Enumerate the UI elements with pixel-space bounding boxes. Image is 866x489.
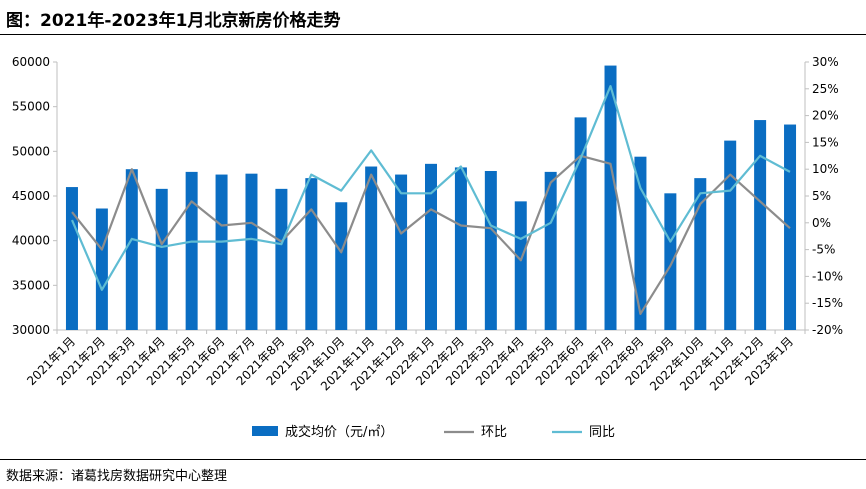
left-axis-tick-label: 50000 [12, 144, 50, 158]
bar-3 [125, 169, 138, 330]
right-axis-tick-label: 20% [812, 109, 839, 123]
bar-24 [754, 120, 767, 330]
data-source-note: 数据来源：诸葛找房数据研究中心整理 [6, 469, 228, 484]
bar-11 [365, 166, 378, 330]
right-axis-tick-label: -10% [812, 269, 843, 283]
bar-series-avg-price [65, 65, 797, 331]
bar-4 [155, 188, 168, 330]
bar-18 [574, 117, 587, 331]
bar-12 [395, 174, 408, 330]
bar-7 [245, 173, 258, 330]
left-axis-tick-label: 55000 [12, 100, 50, 114]
bar-8 [275, 188, 288, 330]
right-axis-tick-label: 30% [812, 55, 839, 69]
right-axis-tick-label: -20% [812, 323, 843, 337]
bar-16 [514, 201, 527, 330]
right-axis-tick-label: -5% [812, 243, 835, 257]
bar-21 [664, 193, 677, 330]
bar-13 [425, 163, 437, 330]
yoy-line [70, 84, 791, 291]
x-axis-labels: 2021年1月2021年2月2021年3月2021年4月2021年5月2021年… [24, 334, 796, 393]
source-divider [0, 459, 866, 460]
right-axis-tick-label: 0% [812, 216, 831, 230]
bar-23 [724, 140, 737, 330]
legend-label-avg-price: 成交均价（元/㎡） [285, 424, 393, 440]
left-axis-tick-label: 30000 [12, 323, 50, 337]
right-axis-tick-label: -15% [812, 296, 843, 310]
left-axis-tick-label: 40000 [12, 234, 50, 248]
bar-9 [305, 178, 318, 330]
bar-5 [185, 171, 198, 330]
price-trend-chart: 30000 35000 40000 45000 50000 55000 60000 -20% -… [12, 55, 843, 440]
chart-axes: 30000 35000 40000 45000 50000 55000 60000 -20% -… [12, 55, 843, 337]
bar-20 [634, 156, 647, 330]
right-axis-tick-label: 15% [812, 135, 839, 149]
left-axis-tick-label: 60000 [12, 55, 50, 69]
page-title: 图：2021年-2023年1月北京新房价格走势 [6, 11, 341, 31]
chart-legend: 成交均价（元/㎡） 环比 同比 [252, 424, 615, 440]
legend-label-yoy: 同比 [589, 425, 615, 440]
legend-swatch-avg-price [252, 426, 278, 436]
bar-15 [484, 170, 497, 330]
line-series-mom [71, 154, 791, 315]
bar-17 [544, 171, 557, 330]
bar-1 [65, 187, 78, 330]
left-axis-tick-label: 45000 [12, 189, 50, 203]
title-divider [0, 34, 866, 35]
bar-22 [694, 178, 707, 330]
bar-6 [215, 174, 228, 330]
bar-10 [335, 202, 348, 330]
right-axis-tick-label: 25% [812, 82, 839, 96]
left-axis-tick-label: 35000 [12, 278, 50, 292]
bar-2 [95, 208, 108, 330]
right-axis-tick-label: 5% [812, 189, 831, 203]
legend-label-mom: 环比 [481, 425, 507, 440]
line-series-yoy [70, 84, 791, 291]
bar-14 [454, 167, 467, 330]
bar-19 [604, 65, 617, 330]
right-axis-tick-label: 10% [812, 162, 839, 176]
